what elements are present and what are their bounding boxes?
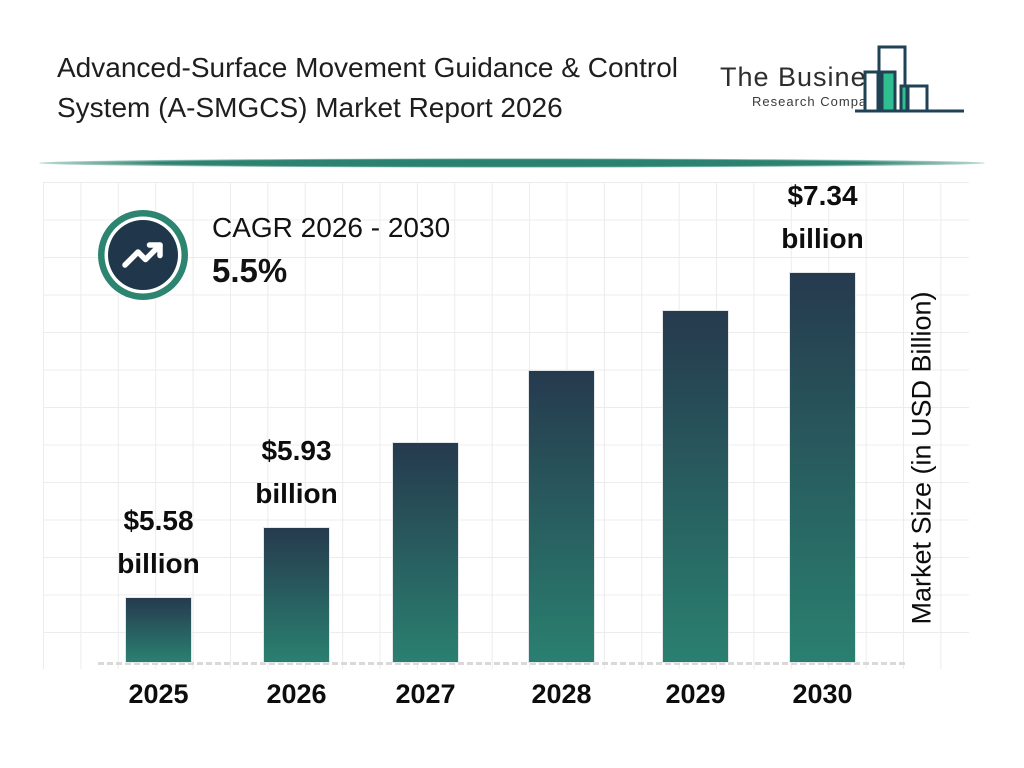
bar-2029: [662, 310, 729, 663]
x-axis-tick-label: 2027: [395, 679, 456, 709]
bar-2030: [789, 272, 856, 663]
bar-group: 2028: [528, 370, 595, 709]
y-axis-label: Market Size (in USD Billion): [906, 291, 937, 625]
bar-group: 2029: [662, 310, 729, 709]
bar-value-label: $5.58 billion: [117, 505, 200, 579]
cagr-label: CAGR 2026 - 2030: [212, 212, 451, 243]
x-axis-tick-label: 2026: [266, 679, 327, 709]
x-axis-tick-label: 2029: [665, 679, 726, 709]
bar-group: $5.93 billion 2026: [255, 429, 337, 709]
bar-2025: [125, 597, 192, 663]
report-title: Advanced-Surface Movement Guidance & Con…: [57, 48, 737, 128]
bar-value-label: $5.93 billion: [255, 435, 338, 509]
x-axis-tick-label: 2028: [531, 679, 592, 709]
bar-2028: [528, 370, 595, 663]
bar-group: $5.58 billion 2025: [117, 499, 199, 709]
x-axis-baseline: [98, 662, 905, 665]
report-title-line2: System (A-SMGCS) Market Report 2026: [57, 92, 563, 123]
logo-wordmark-line1: The Business: [720, 62, 896, 92]
cagr-text: CAGR 2026 - 2030 5.5%: [212, 208, 450, 290]
cagr-value: 5.5%: [212, 252, 288, 289]
header-divider: [39, 158, 985, 168]
report-title-line1: Advanced-Surface Movement Guidance & Con…: [57, 52, 678, 83]
logo-bar-chart-icon: [855, 45, 964, 113]
bar-value-label: $7.34 billion: [781, 180, 864, 254]
x-axis-tick-label: 2025: [128, 679, 189, 709]
bar-group: $7.34 billion 2030: [781, 174, 863, 709]
bar-2026: [263, 527, 330, 663]
x-axis-tick-label: 2030: [792, 679, 853, 709]
logo-wordmark-line2: Research Company: [752, 94, 883, 109]
trending-up-icon: [98, 210, 188, 300]
cagr-badge: CAGR 2026 - 2030 5.5%: [96, 208, 450, 302]
bar-2027: [392, 442, 459, 663]
bar-group: 2027: [392, 442, 459, 709]
brand-logo: The Business Research Company: [720, 38, 980, 128]
